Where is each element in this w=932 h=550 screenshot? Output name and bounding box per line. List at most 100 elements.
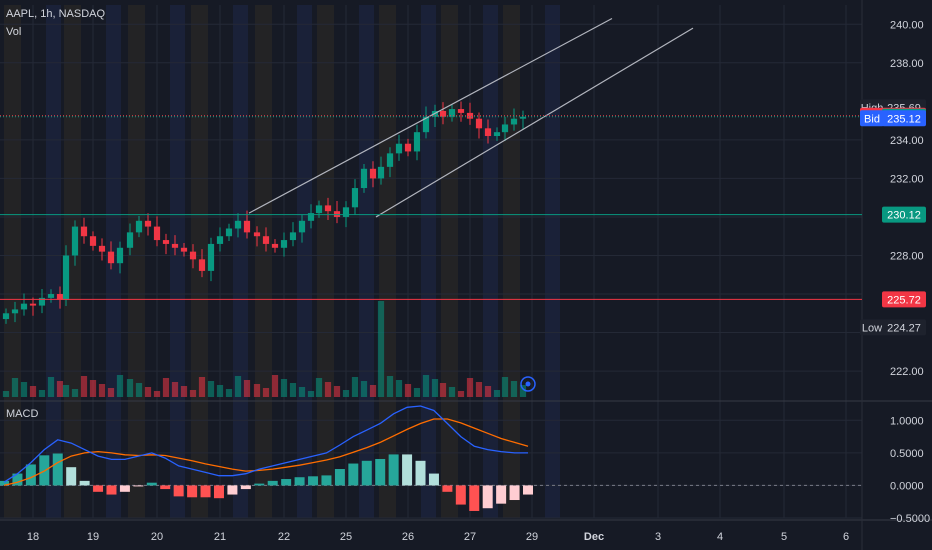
symbol-title[interactable]: AAPL, 1h, NASDAQ [6,8,106,20]
time-tick-label: Dec [584,531,604,543]
volume-bar [315,378,323,397]
volume-bar [484,386,492,397]
candle-body [47,294,55,298]
time-tick-label: 3 [655,531,661,543]
price-tick-label: 228.00 [890,250,924,262]
price-tag [882,206,926,223]
macd-histogram-bar [455,485,466,505]
volume-bar [126,379,134,397]
macd-histogram-bar [79,480,90,486]
time-tick-label: 18 [27,531,39,543]
candle-body [510,118,518,125]
macd-line [3,405,528,483]
candle-body [271,243,279,248]
candle-body [289,232,297,241]
macd-histogram-bar [25,464,36,486]
volume-bar [153,391,161,397]
candle-body [342,207,350,217]
candle-body [457,109,465,113]
candle-body [253,232,261,237]
channel-lower-line [375,27,694,218]
premarket-band [317,5,334,518]
volume-bar [234,376,242,397]
premarket-band [128,5,145,518]
macd-histogram-bar [160,485,171,490]
macd-histogram-bar [469,485,480,511]
candle-body [234,220,242,229]
candle-body [20,303,28,310]
candle-body [189,251,197,260]
volume-bar [342,390,350,397]
volume-bar [289,383,297,397]
candle-body [262,236,270,244]
volume-bar [11,378,19,397]
volume-bar [262,388,270,397]
macd-histogram-bar [254,483,265,486]
candle-body [98,245,106,252]
volume-bar [377,301,385,397]
volume-bar [107,388,115,397]
macd-tick-label: −0.5000 [890,513,930,525]
candle-body [360,168,368,189]
volume-bar [369,385,377,397]
candle-body [180,247,188,252]
time-tick-label: 20 [151,531,163,543]
volume-bar [439,383,447,397]
candle-body [315,205,323,214]
premarket-band [255,5,272,518]
price-tag [882,291,926,308]
macd-label[interactable]: MACD [6,408,39,420]
price-tick-label: 232.00 [890,173,924,185]
time-tick-label: 22 [278,531,290,543]
volume-bar [431,379,439,397]
macd-histogram-bar [12,473,23,486]
postmarket-band [483,5,498,518]
price-tag-label: Bid [864,113,880,125]
candle-body [475,118,483,129]
volume-bar [89,380,97,397]
candle-body [298,220,306,233]
candle-body [413,132,421,152]
price-tick-label: 222.00 [890,366,924,378]
price-tag-value: 224.27 [887,322,921,334]
candle-body [126,232,134,248]
volume-bar [243,380,251,397]
candle-body [404,143,412,152]
volume-label[interactable]: Vol [6,26,22,38]
macd-histogram-bar [334,469,345,486]
macd-histogram-bar [0,480,9,486]
macd-histogram-bar [240,485,251,490]
candle-body [207,243,215,271]
volume-bar [448,387,456,397]
candle-body [307,213,315,221]
candle-body [29,303,37,306]
price-tag-value: 225.72 [887,294,921,306]
candle-body [377,166,385,179]
volume-bar [29,386,37,397]
volume-bar [180,386,188,397]
macd-histogram-bar [442,485,453,492]
macd-histogram-bar [227,485,238,495]
volume-bar [216,385,224,397]
time-tick-label: 19 [87,531,99,543]
macd-histogram-bar [52,453,63,486]
candle-body [225,228,233,237]
volume-bar [510,381,518,397]
candle-body [11,309,19,314]
macd-histogram-bar [281,479,292,486]
candle-body [333,211,341,217]
price-tag-value: 235.12 [887,113,921,125]
candle-body [243,220,251,233]
volume-bar [422,375,430,397]
price-tag [882,319,926,336]
candle-body [466,112,474,119]
macd-histogram-bar [482,485,493,509]
candle-body [351,188,359,208]
candle-body [422,116,430,133]
macd-histogram-bar [523,485,533,495]
volume-bar [519,385,527,397]
volume-bar [189,390,197,397]
volume-bar [171,382,179,397]
